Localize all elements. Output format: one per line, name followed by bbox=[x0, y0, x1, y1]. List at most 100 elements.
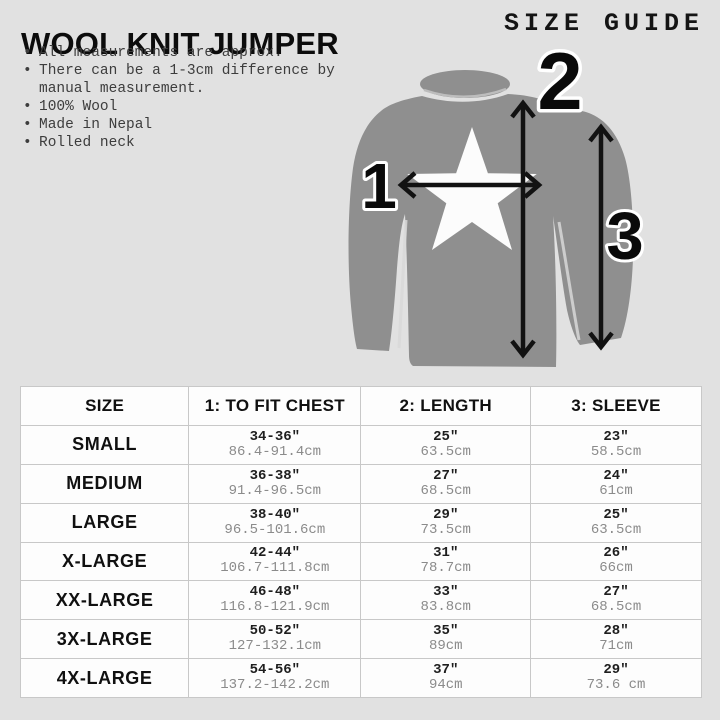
length-cm: 73.5cm bbox=[420, 521, 471, 538]
chest-cell: 50-52″ 127-132.1cm bbox=[188, 619, 362, 660]
chest-measure-arrow bbox=[397, 171, 543, 199]
sleeve-cell: 25″ 63.5cm bbox=[530, 502, 702, 543]
marker-1-label: 1 bbox=[361, 150, 397, 222]
sleeve-inches: 25″ bbox=[603, 506, 629, 523]
note-item: There can be a 1-3cm difference by manua… bbox=[22, 62, 338, 98]
chest-inches: 38-40″ bbox=[249, 506, 301, 523]
length-cm: 68.5cm bbox=[420, 482, 471, 499]
table-row-xx-large: XX-LARGE 46-48″ 116.8-121.9cm 33″ 83.8cm 2… bbox=[19, 580, 702, 621]
length-inches: 37″ bbox=[433, 662, 459, 679]
length-cm: 78.7cm bbox=[420, 560, 471, 577]
sleeve-measure-arrow bbox=[588, 123, 614, 351]
note-item: All measurements are approx. bbox=[22, 44, 338, 62]
sleeve-cell: 26″ 66cm bbox=[530, 541, 702, 582]
column-header-sleeve: 3: SLEEVE bbox=[530, 386, 702, 426]
chest-inches: 42-44″ bbox=[249, 545, 301, 562]
sleeve-inches: 26″ bbox=[603, 545, 629, 562]
size-guide-heading: SIZE GUIDE bbox=[503, 9, 704, 38]
chest-cm: 96.5-101.6cm bbox=[224, 521, 326, 538]
sleeve-inches: 27″ bbox=[603, 584, 629, 601]
sleeve-cm: 58.5cm bbox=[590, 443, 642, 460]
chest-inches: 54-56″ bbox=[249, 662, 301, 679]
sleeve-cm: 61cm bbox=[599, 482, 633, 499]
chest-inches: 50-52″ bbox=[249, 623, 301, 640]
length-cell: 29″ 73.5cm bbox=[360, 502, 532, 543]
table-row-x-large: X-LARGE 42-44″ 106.7-111.8cm 31″ 78.7cm 26… bbox=[19, 541, 702, 582]
length-inches: 35″ bbox=[433, 623, 459, 640]
product-notes-list: All measurements are approx. There can b… bbox=[22, 44, 338, 152]
sleeve-inches: 29″ bbox=[603, 662, 629, 679]
chest-cm: 91.4-96.5cm bbox=[228, 482, 322, 499]
length-cell: 25″ 63.5cm bbox=[360, 425, 532, 465]
length-inches: 33″ bbox=[433, 584, 459, 601]
sleeve-cell: 27″ 68.5cm bbox=[530, 580, 702, 621]
jumper-measurement-diagram: 1 2 3 bbox=[348, 40, 647, 367]
size-cell: MEDIUM bbox=[19, 463, 190, 504]
sleeve-cm: 66cm bbox=[599, 560, 633, 577]
length-measure-arrow bbox=[510, 99, 536, 359]
length-inches: 25″ bbox=[433, 428, 459, 445]
table-row-small: SMALL 34-36″ 86.4-91.4cm 25″ 63.5cm 23″ 58.… bbox=[19, 425, 702, 465]
collar-shape bbox=[420, 70, 510, 98]
left-sleeve-seam bbox=[397, 219, 408, 349]
sleeve-cm: 73.6 cm bbox=[586, 677, 646, 694]
length-inches: 29″ bbox=[433, 506, 459, 523]
chest-cell: 46-48″ 116.8-121.9cm bbox=[188, 580, 362, 621]
right-sleeve-seam bbox=[557, 221, 581, 341]
marker-3-label: 3 bbox=[606, 199, 643, 274]
collar-roll-line bbox=[423, 87, 507, 98]
sleeve-cm: 68.5cm bbox=[590, 599, 642, 616]
sleeve-cell: 24″ 61cm bbox=[530, 463, 702, 504]
chest-cm: 137.2-142.2cm bbox=[220, 677, 330, 694]
length-cm: 83.8cm bbox=[420, 599, 471, 616]
table-row-medium: MEDIUM 36-38″ 91.4-96.5cm 27″ 68.5cm 24″ 61… bbox=[19, 463, 702, 504]
table-row-4x-large: 4X-LARGE 54-56″ 137.2-142.2cm 37″ 94cm 29″… bbox=[19, 658, 702, 698]
length-cell: 37″ 94cm bbox=[360, 658, 532, 698]
length-cm: 63.5cm bbox=[420, 443, 471, 460]
chest-cell: 36-38″ 91.4-96.5cm bbox=[188, 463, 362, 504]
size-cell: SMALL bbox=[19, 425, 190, 465]
size-cell: 4X-LARGE bbox=[19, 658, 190, 698]
note-item: Made in Nepal bbox=[22, 116, 338, 134]
chest-inches: 34-36″ bbox=[249, 428, 301, 445]
length-cell: 31″ 78.7cm bbox=[360, 541, 532, 582]
length-cm: 89cm bbox=[428, 638, 463, 655]
size-chart-table: SIZE 1: TO FIT CHEST 2: LENGTH 3: SLEEVE… bbox=[19, 386, 702, 698]
chest-cell: 38-40″ 96.5-101.6cm bbox=[188, 502, 362, 543]
chest-cell: 34-36″ 86.4-91.4cm bbox=[188, 425, 362, 465]
note-item: 100% Wool bbox=[22, 98, 338, 116]
chest-cm: 127-132.1cm bbox=[228, 638, 322, 655]
chest-cm: 86.4-91.4cm bbox=[228, 443, 322, 460]
sleeve-cm: 71cm bbox=[599, 638, 633, 655]
sleeve-inches: 28″ bbox=[603, 623, 629, 640]
column-header-chest: 1: TO FIT CHEST bbox=[188, 386, 362, 426]
column-header-size: SIZE bbox=[19, 386, 190, 426]
chest-cm: 116.8-121.9cm bbox=[220, 599, 330, 616]
sleeve-cell: 23″ 58.5cm bbox=[530, 425, 702, 465]
size-cell: 3X-LARGE bbox=[19, 619, 190, 660]
sleeve-cell: 28″ 71cm bbox=[530, 619, 702, 660]
chest-cell: 54-56″ 137.2-142.2cm bbox=[188, 658, 362, 698]
note-item: Rolled neck bbox=[22, 134, 338, 152]
chest-inches: 36-38″ bbox=[249, 467, 301, 484]
length-inches: 31″ bbox=[433, 545, 459, 562]
length-cell: 33″ 83.8cm bbox=[360, 580, 532, 621]
column-header-length: 2: LENGTH bbox=[360, 386, 532, 426]
length-cell: 27″ 68.5cm bbox=[360, 463, 532, 504]
marker-2-label: 2 bbox=[537, 40, 582, 127]
length-cm: 94cm bbox=[428, 677, 463, 694]
table-header-row: SIZE 1: TO FIT CHEST 2: LENGTH 3: SLEEVE bbox=[19, 386, 702, 426]
size-cell: LARGE bbox=[19, 502, 190, 543]
length-inches: 27″ bbox=[433, 467, 459, 484]
table-row-large: LARGE 38-40″ 96.5-101.6cm 29″ 73.5cm 25″ 63… bbox=[19, 502, 702, 543]
chest-cell: 42-44″ 106.7-111.8cm bbox=[188, 541, 362, 582]
sleeve-cell: 29″ 73.6 cm bbox=[530, 658, 702, 698]
chest-cm: 106.7-111.8cm bbox=[220, 560, 330, 577]
size-cell: XX-LARGE bbox=[19, 580, 190, 621]
star-icon bbox=[407, 127, 537, 250]
table-row-3x-large: 3X-LARGE 50-52″ 127-132.1cm 35″ 89cm 28″ 71… bbox=[19, 619, 702, 660]
chest-inches: 46-48″ bbox=[249, 584, 301, 601]
length-cell: 35″ 89cm bbox=[360, 619, 532, 660]
size-cell: X-LARGE bbox=[19, 541, 190, 582]
sleeve-inches: 24″ bbox=[603, 467, 629, 484]
